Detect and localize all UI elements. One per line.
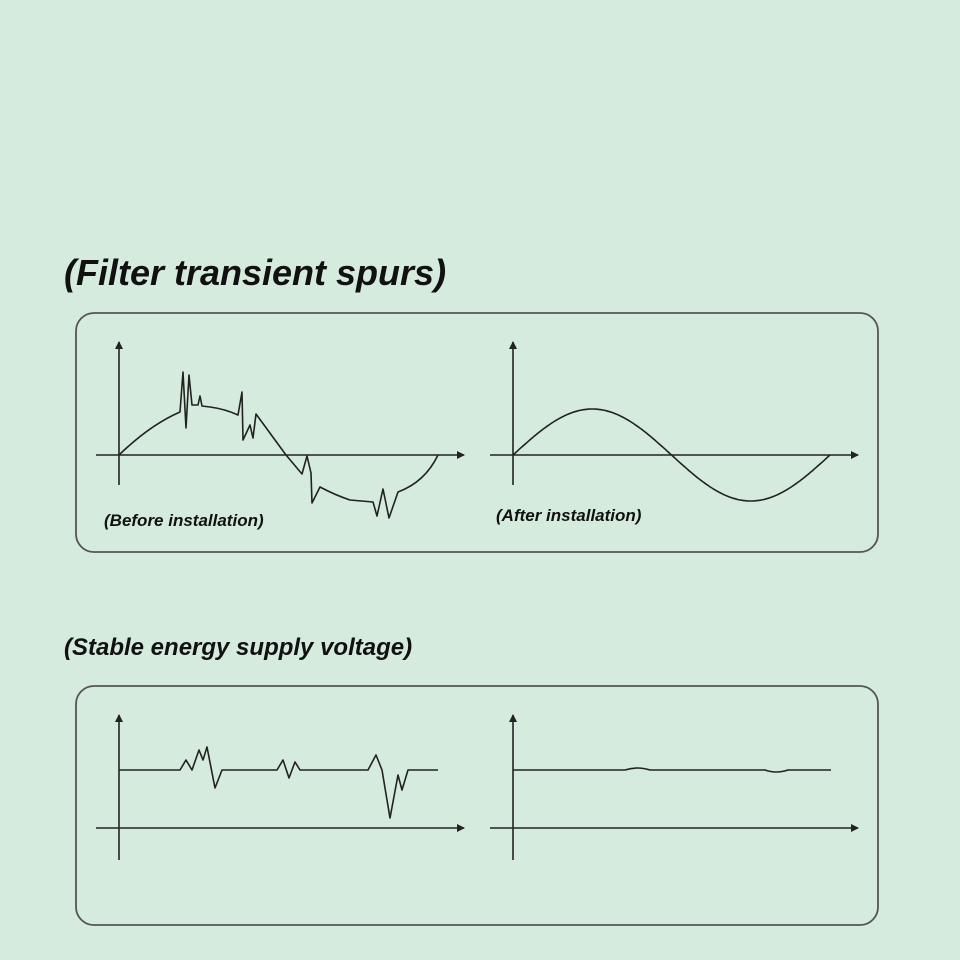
waveform-after-installation	[512, 408, 831, 502]
section-title-filter-transient-spurs: (Filter transient spurs)	[64, 252, 447, 293]
section-title-stable-voltage: (Stable energy supply voltage)	[64, 634, 413, 661]
panel-bottom	[75, 685, 879, 926]
voltage-line-after	[513, 767, 831, 773]
voltage-line-before	[119, 746, 438, 819]
label-before-installation: (Before installation)	[104, 511, 264, 530]
panel-top	[75, 312, 879, 553]
label-after-installation: (After installation)	[496, 506, 642, 525]
waveform-before-installation	[118, 371, 439, 519]
